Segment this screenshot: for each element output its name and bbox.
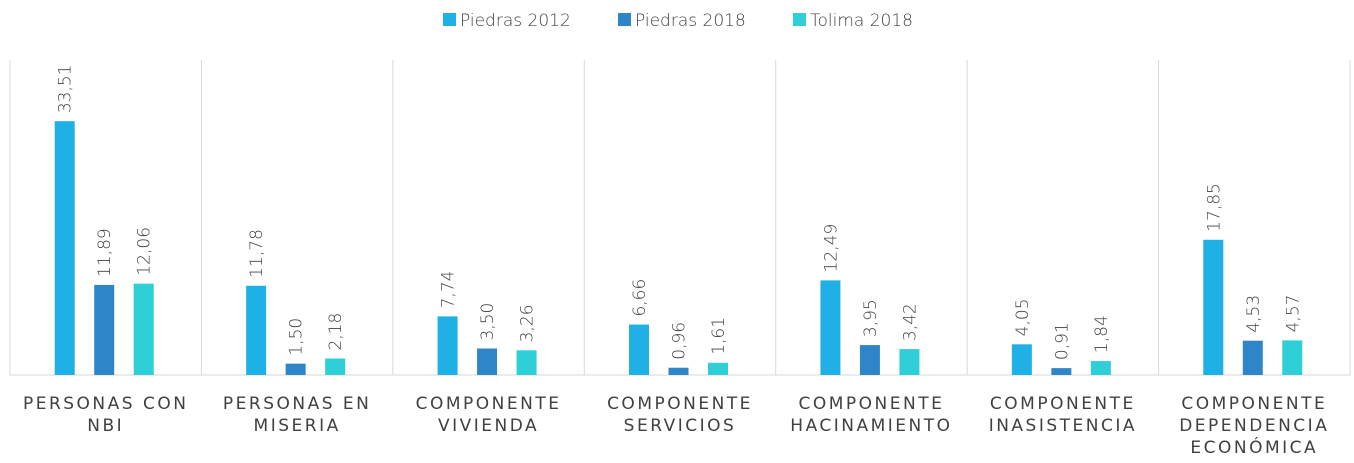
data-label: 3,95 xyxy=(861,299,881,337)
legend-swatch xyxy=(443,13,456,26)
x-tick-label: COMPONENTE INASISTENCIA xyxy=(988,394,1137,436)
legend-swatch xyxy=(793,13,806,26)
data-label: 12,49 xyxy=(821,224,841,273)
data-label: 6,66 xyxy=(630,279,650,317)
data-label: 3,42 xyxy=(900,303,920,341)
data-label: 3,26 xyxy=(518,304,538,342)
bar xyxy=(246,285,267,375)
bar xyxy=(1242,340,1263,375)
data-label: 11,89 xyxy=(95,228,115,277)
x-tick-label: PERSONAS EN MISERIA xyxy=(222,394,372,436)
bar xyxy=(437,316,458,375)
bar xyxy=(1011,344,1032,375)
data-label: 12,06 xyxy=(135,227,155,276)
bar xyxy=(1203,239,1224,375)
data-label: 0,96 xyxy=(670,322,690,360)
bar xyxy=(325,358,346,375)
data-label: 4,57 xyxy=(1283,295,1303,333)
bar xyxy=(899,349,920,375)
bar xyxy=(820,280,841,375)
data-label: 4,05 xyxy=(1013,298,1033,336)
bar xyxy=(1090,361,1111,375)
legend-label: Piedras 2018 xyxy=(635,11,746,31)
bar xyxy=(668,367,689,375)
data-label: 17,85 xyxy=(1204,183,1224,232)
data-label: 0,91 xyxy=(1052,322,1072,360)
data-label: 1,84 xyxy=(1092,315,1112,353)
bar xyxy=(859,345,880,375)
bar xyxy=(133,283,154,375)
data-label: 2,18 xyxy=(326,313,346,351)
data-label: 33,51 xyxy=(56,64,76,113)
bar xyxy=(94,284,115,375)
data-label: 4,53 xyxy=(1244,295,1264,333)
x-tick-label: COMPONENTE HACINAMIENTO xyxy=(790,394,953,436)
bar xyxy=(1051,368,1072,375)
legend-label: Tolima 2018 xyxy=(810,11,913,31)
bar xyxy=(54,121,75,376)
bar xyxy=(1282,340,1303,375)
x-tick-label: COMPONENTE DEPENDENCIA ECONÓMICA xyxy=(1179,394,1330,458)
x-tick-label: PERSONAS CON NBI xyxy=(22,394,189,436)
x-tick-label: COMPONENTE SERVICIOS xyxy=(607,394,753,436)
bar xyxy=(477,348,498,375)
data-label: 7,74 xyxy=(439,271,459,309)
x-tick-label: COMPONENTE VIVIENDA xyxy=(415,394,562,436)
bar xyxy=(708,362,728,375)
bar xyxy=(629,324,649,375)
data-label: 1,50 xyxy=(287,318,307,356)
bar xyxy=(285,363,306,375)
bar xyxy=(516,350,537,375)
data-label: 3,50 xyxy=(478,303,498,341)
legend-label: Piedras 2012 xyxy=(460,11,571,31)
legend-swatch xyxy=(618,13,631,26)
data-label: 1,61 xyxy=(709,317,729,355)
data-label: 11,78 xyxy=(247,229,267,278)
